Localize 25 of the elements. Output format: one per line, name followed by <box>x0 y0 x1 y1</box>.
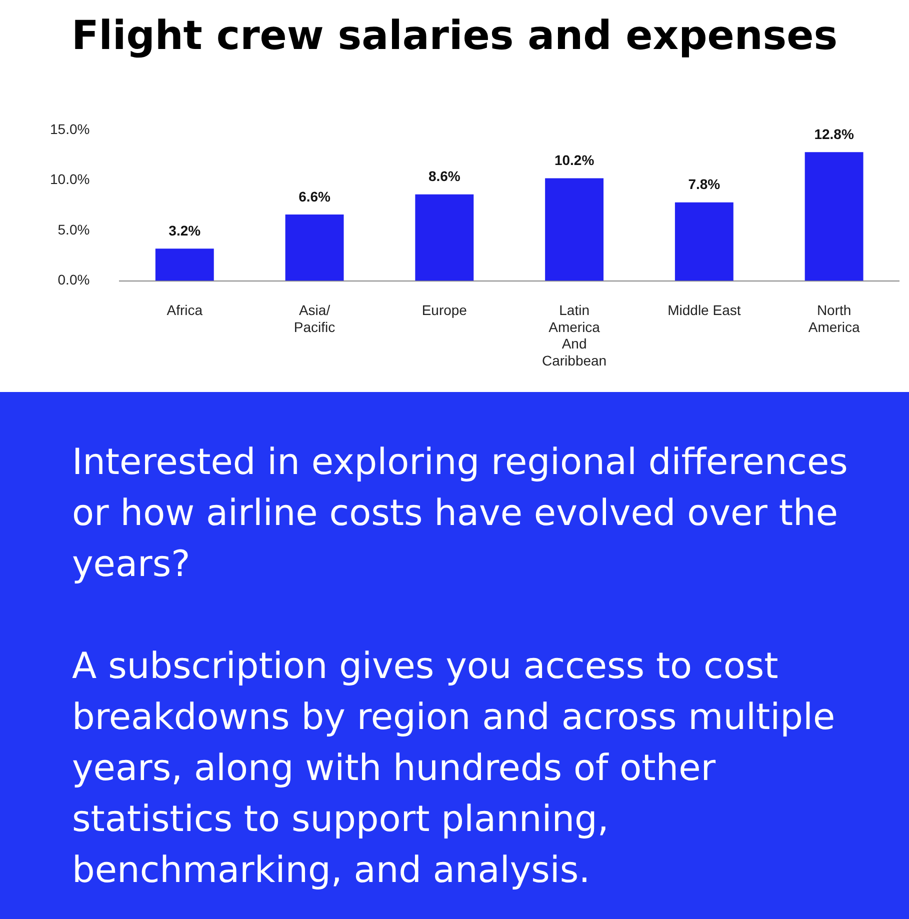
y-tick-label: 5.0% <box>58 221 90 238</box>
y-tick-label: 0.0% <box>58 272 90 288</box>
x-tick-label: Europe <box>422 302 468 318</box>
data-label: 8.6% <box>428 168 461 184</box>
data-label: 12.8% <box>814 126 854 142</box>
x-tick-label: North America <box>808 302 860 335</box>
bar <box>415 194 474 281</box>
bar <box>545 178 604 281</box>
bar <box>285 214 344 281</box>
y-tick-label: 10.0% <box>50 171 90 188</box>
x-tick-label: Africa <box>166 302 203 318</box>
data-label: 6.6% <box>298 188 332 204</box>
x-tick-label: Latin America And Caribbean <box>542 302 607 368</box>
bar <box>674 202 734 281</box>
text: A subscription gives you access to cost breakdowns by region and across multiple years, along with hundreds of other statistics to support planning, benchmarking, and analysis. <box>72 645 836 893</box>
x-tick-label: Middle East <box>668 302 741 318</box>
data-label: 10.2% <box>554 152 595 168</box>
x-tick-label: Asia/ Pacific <box>294 302 336 335</box>
chart-title: Flight crew salaries and expenses <box>70 12 839 61</box>
data-label: 7.8% <box>688 176 721 192</box>
data-label: 3.2% <box>168 222 202 238</box>
y-tick-label: 15.0% <box>50 120 90 137</box>
bar <box>804 152 864 281</box>
bar <box>155 248 214 281</box>
text: Interested in exploring regional differences or how airline costs have evolved over the years? <box>72 441 849 587</box>
